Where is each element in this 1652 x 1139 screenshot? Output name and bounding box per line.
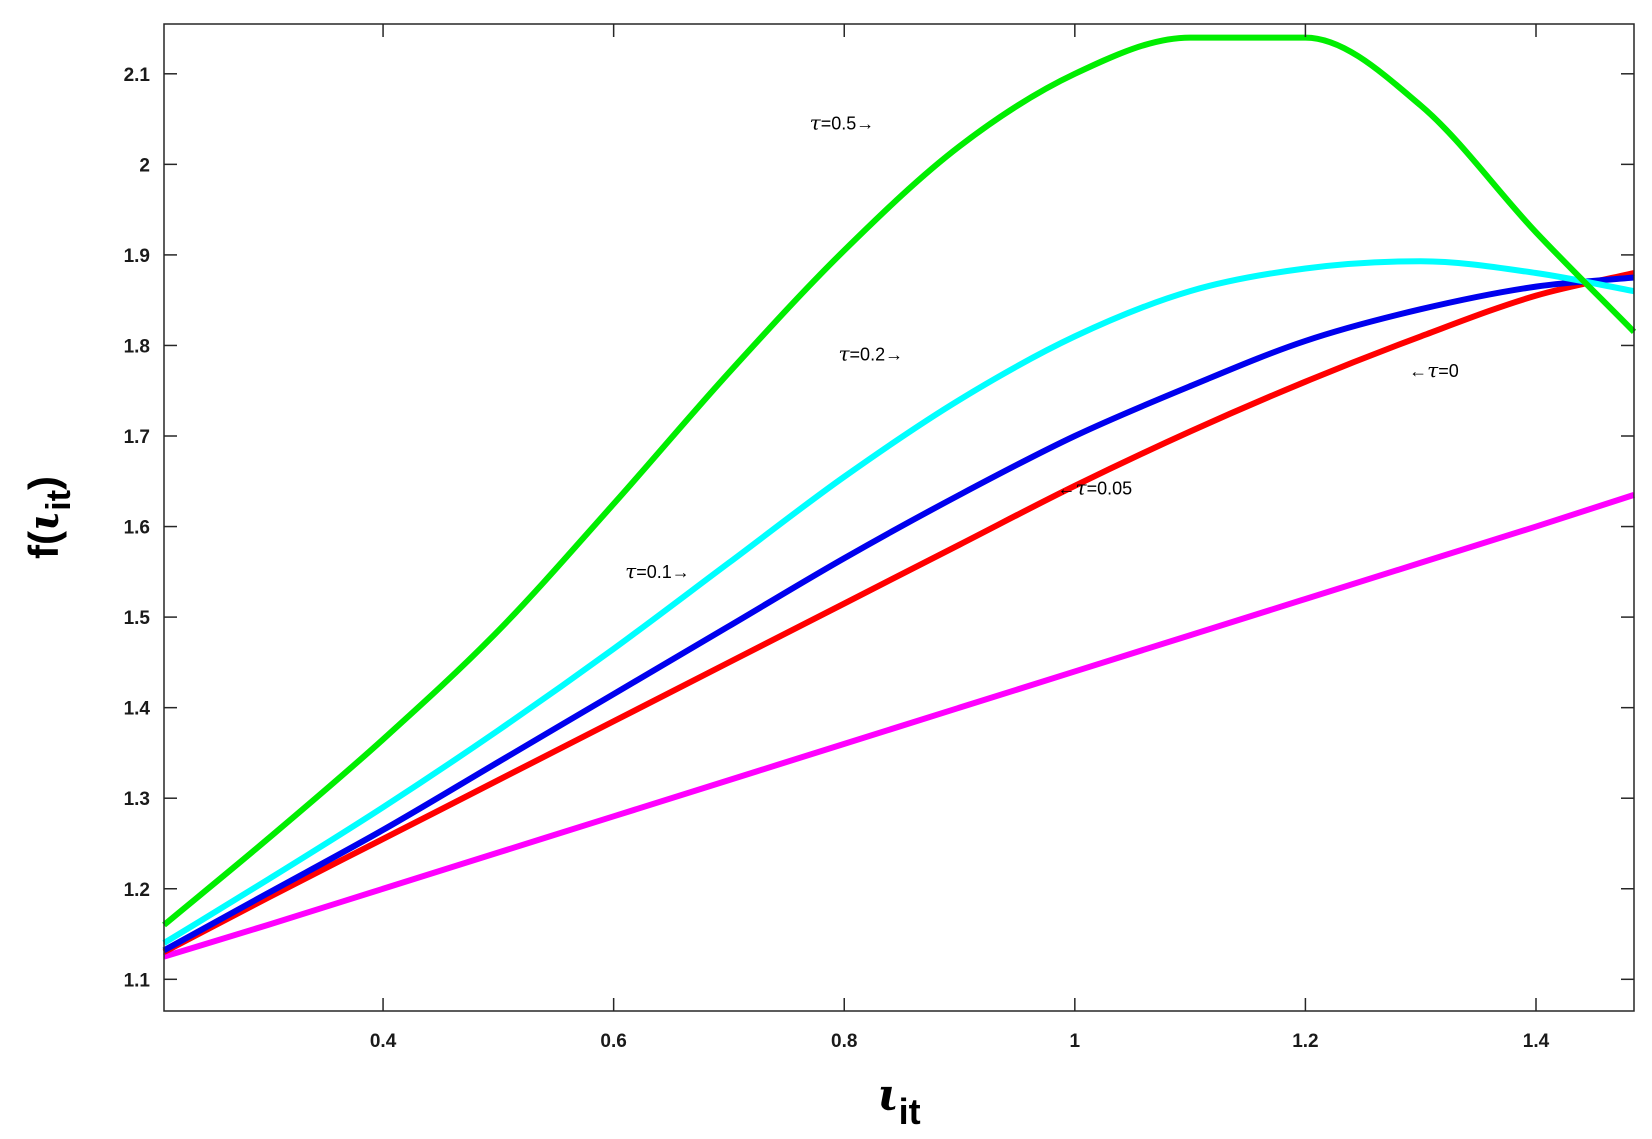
y-axis-label-sub: it [40, 490, 78, 511]
x-tick-label: 1.2 [1292, 1031, 1318, 1052]
y-tick-label: 1.6 [124, 518, 150, 539]
series-line-4 [162, 258, 1635, 946]
x-axis-label-sub: it [899, 1091, 921, 1132]
curve-annotation: τ=0.5→ [810, 111, 875, 135]
series-layer [162, 34, 1637, 960]
x-tick-label: 0.6 [600, 1031, 626, 1052]
series-line-3 [162, 274, 1635, 953]
x-tick-label: 1.4 [1523, 1031, 1550, 1052]
curve-annotation: ←τ=0.05 [1058, 476, 1133, 500]
y-tick-label: 2 [139, 155, 150, 176]
curve-annotation: τ=0.2→ [838, 342, 903, 366]
x-tick-label: 0.4 [370, 1031, 397, 1052]
y-tick-label: 1.2 [124, 880, 150, 901]
y-axis-label-prefix: f( [20, 531, 67, 559]
y-axis-label-suffix: ) [20, 476, 67, 490]
y-tick-label: 1.4 [124, 699, 151, 720]
series-line-2 [162, 270, 1635, 955]
series-line-5 [162, 34, 1637, 928]
x-tick-label: 0.8 [831, 1031, 857, 1052]
annotations-layer: τ=0.5→ τ=0.2→ τ=0.1→ ←τ=0.05 ←τ=0 [625, 111, 1459, 583]
curve-annotation: ←τ=0 [1409, 358, 1459, 382]
y-tick-label: 1.1 [124, 970, 151, 991]
y-tick-label: 1.5 [124, 608, 151, 629]
x-axis-label: ιit [877, 1070, 920, 1132]
y-tick-label: 1.8 [124, 336, 150, 357]
y-axis-label-base: ι [19, 511, 68, 531]
y-axis-label: f(ιit) [19, 476, 78, 559]
series-line-1 [163, 492, 1635, 960]
x-axis-label-base: ι [877, 1070, 898, 1121]
ticks-layer: 0.4 0.6 0.8 1 1.2 1.4 1.1 1.2 1.3 1.4 1.5 1.6 1.7 1.8… [124, 24, 1634, 1052]
x-tick-label: 1 [1070, 1031, 1081, 1052]
y-tick-label: 1.3 [124, 789, 150, 810]
plot-frame [163, 23, 1635, 1012]
y-tick-label: 1.9 [124, 246, 150, 267]
curve-annotation: τ=0.1→ [625, 559, 690, 583]
y-tick-label: 1.7 [124, 427, 150, 448]
y-tick-label: 2.1 [124, 65, 151, 86]
